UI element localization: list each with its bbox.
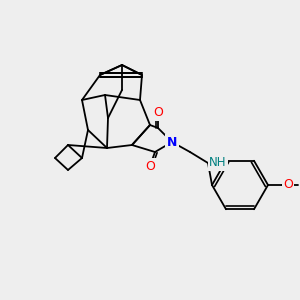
Text: O: O: [153, 106, 163, 119]
Text: NH: NH: [209, 157, 226, 169]
Text: N: N: [167, 136, 177, 148]
Text: O: O: [145, 160, 155, 172]
Text: O: O: [283, 178, 293, 191]
